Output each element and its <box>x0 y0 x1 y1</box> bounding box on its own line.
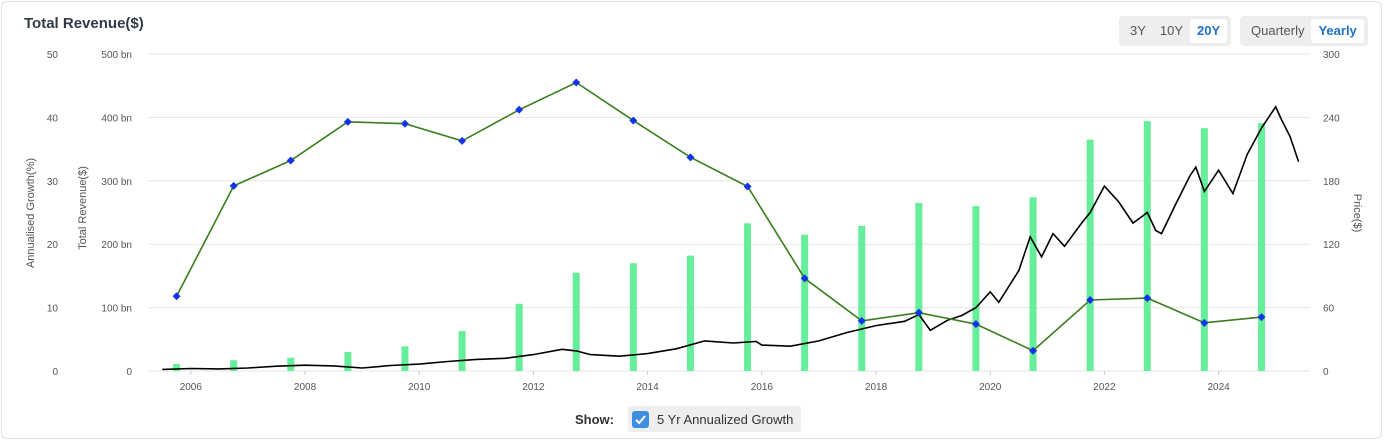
revenue-bar <box>629 263 637 371</box>
revenue-bar <box>972 206 980 371</box>
period-quarterly-button[interactable]: Quarterly <box>1251 23 1305 38</box>
growth-point <box>458 136 467 145</box>
revenue-bar <box>401 346 409 371</box>
growth-toggle[interactable]: 5 Yr Annualized Growth <box>628 406 802 432</box>
revenue-bar <box>173 364 181 371</box>
growth-point <box>1029 346 1038 355</box>
revenue-bar <box>515 303 523 371</box>
x-axis-tick: 2014 <box>637 382 660 393</box>
revenue-bar <box>344 351 352 371</box>
x-axis-tick: 2022 <box>1093 382 1116 393</box>
left-axis-tick: 30 <box>47 177 59 188</box>
right-axis-tick: 120 <box>1323 240 1340 251</box>
x-axis-tick: 2008 <box>294 382 317 393</box>
revenue-bar <box>686 255 694 371</box>
growth-point <box>286 156 295 165</box>
revenue-bar <box>801 234 809 371</box>
x-axis-tick: 2012 <box>522 382 545 393</box>
growth-point <box>229 181 238 190</box>
right-axis-tick: 60 <box>1323 304 1335 315</box>
x-axis-tick: 2024 <box>1208 382 1231 393</box>
growth-point <box>629 116 638 125</box>
growth-line <box>175 81 1262 352</box>
growth-point <box>800 274 809 283</box>
growth-point <box>686 153 695 162</box>
x-axis-tick: 2006 <box>180 382 203 393</box>
revenue-bar <box>1200 128 1208 371</box>
left-axis-title: Annualised Growth(%) <box>25 158 37 268</box>
right-axis-tick: 240 <box>1323 113 1340 124</box>
growth-point <box>515 105 524 114</box>
growth-point <box>971 320 980 329</box>
right-axis-tick: 180 <box>1323 177 1340 188</box>
growth-toggle-label: 5 Yr Annualized Growth <box>657 411 794 427</box>
show-label: Show: <box>575 411 614 427</box>
x-axis-tick: 2018 <box>865 382 888 393</box>
revenue-bar <box>858 225 866 371</box>
left-axis-tick: 0 <box>52 367 58 378</box>
growth-point <box>1086 295 1095 304</box>
revenue-bar <box>1143 121 1151 371</box>
revenue-axis-tick: 400 bn <box>101 113 132 124</box>
growth-point <box>743 182 752 191</box>
revenue-axis-tick: 200 bn <box>101 240 132 251</box>
range-20y-button[interactable]: 20Y <box>1190 19 1228 43</box>
growth-point <box>172 292 181 301</box>
period-selector: Quarterly Yearly <box>1240 16 1368 46</box>
revenue-bar <box>1086 139 1094 371</box>
revenue-axis-tick: 300 bn <box>101 177 132 188</box>
revenue-bar <box>572 272 580 371</box>
growth-point <box>400 119 409 128</box>
revenue-bar <box>458 331 466 371</box>
checkbox-checked-icon[interactable] <box>632 410 649 428</box>
x-axis-tick: 2016 <box>751 382 774 393</box>
period-yearly-button[interactable]: Yearly <box>1311 19 1364 43</box>
price-line <box>162 105 1300 371</box>
range-10y-button[interactable]: 10Y <box>1159 23 1184 38</box>
revenue-bar <box>287 357 295 371</box>
range-3y-button[interactable]: 3Y <box>1130 23 1146 38</box>
left-axis-tick: 40 <box>47 113 59 124</box>
revenue-axis-tick: 100 bn <box>101 304 132 315</box>
revenue-axis-tick: 0 <box>126 367 132 378</box>
x-axis-tick: 2020 <box>979 382 1002 393</box>
growth-point <box>1143 294 1152 303</box>
growth-point <box>1257 313 1266 322</box>
revenue-bar <box>1029 197 1037 371</box>
range-selector: 3Y 10Y 20Y <box>1119 16 1232 46</box>
revenue-bar <box>230 360 238 371</box>
right-axis-title: Price($) <box>1351 194 1363 233</box>
chart-title: Total Revenue($) <box>24 15 144 32</box>
right-axis-tick: 300 <box>1323 50 1340 61</box>
revenue-axis-tick: 500 bn <box>101 50 132 61</box>
revenue-bar <box>1257 123 1265 371</box>
revenue-bar <box>744 223 752 371</box>
growth-point <box>1200 318 1209 327</box>
left-axis-tick: 50 <box>47 50 59 61</box>
revenue-bar <box>915 202 923 371</box>
revenue-axis-title: Total Revenue($) <box>77 166 89 250</box>
legend-row: Show: 5 Yr Annualized Growth <box>575 406 802 432</box>
growth-point <box>857 316 866 325</box>
growth-point <box>343 117 352 126</box>
growth-point <box>572 78 581 87</box>
right-axis-tick: 0 <box>1323 367 1329 378</box>
x-axis-tick: 2010 <box>408 382 431 393</box>
left-axis-tick: 20 <box>47 240 59 251</box>
left-axis-tick: 10 <box>47 304 59 315</box>
growth-point <box>914 308 923 317</box>
